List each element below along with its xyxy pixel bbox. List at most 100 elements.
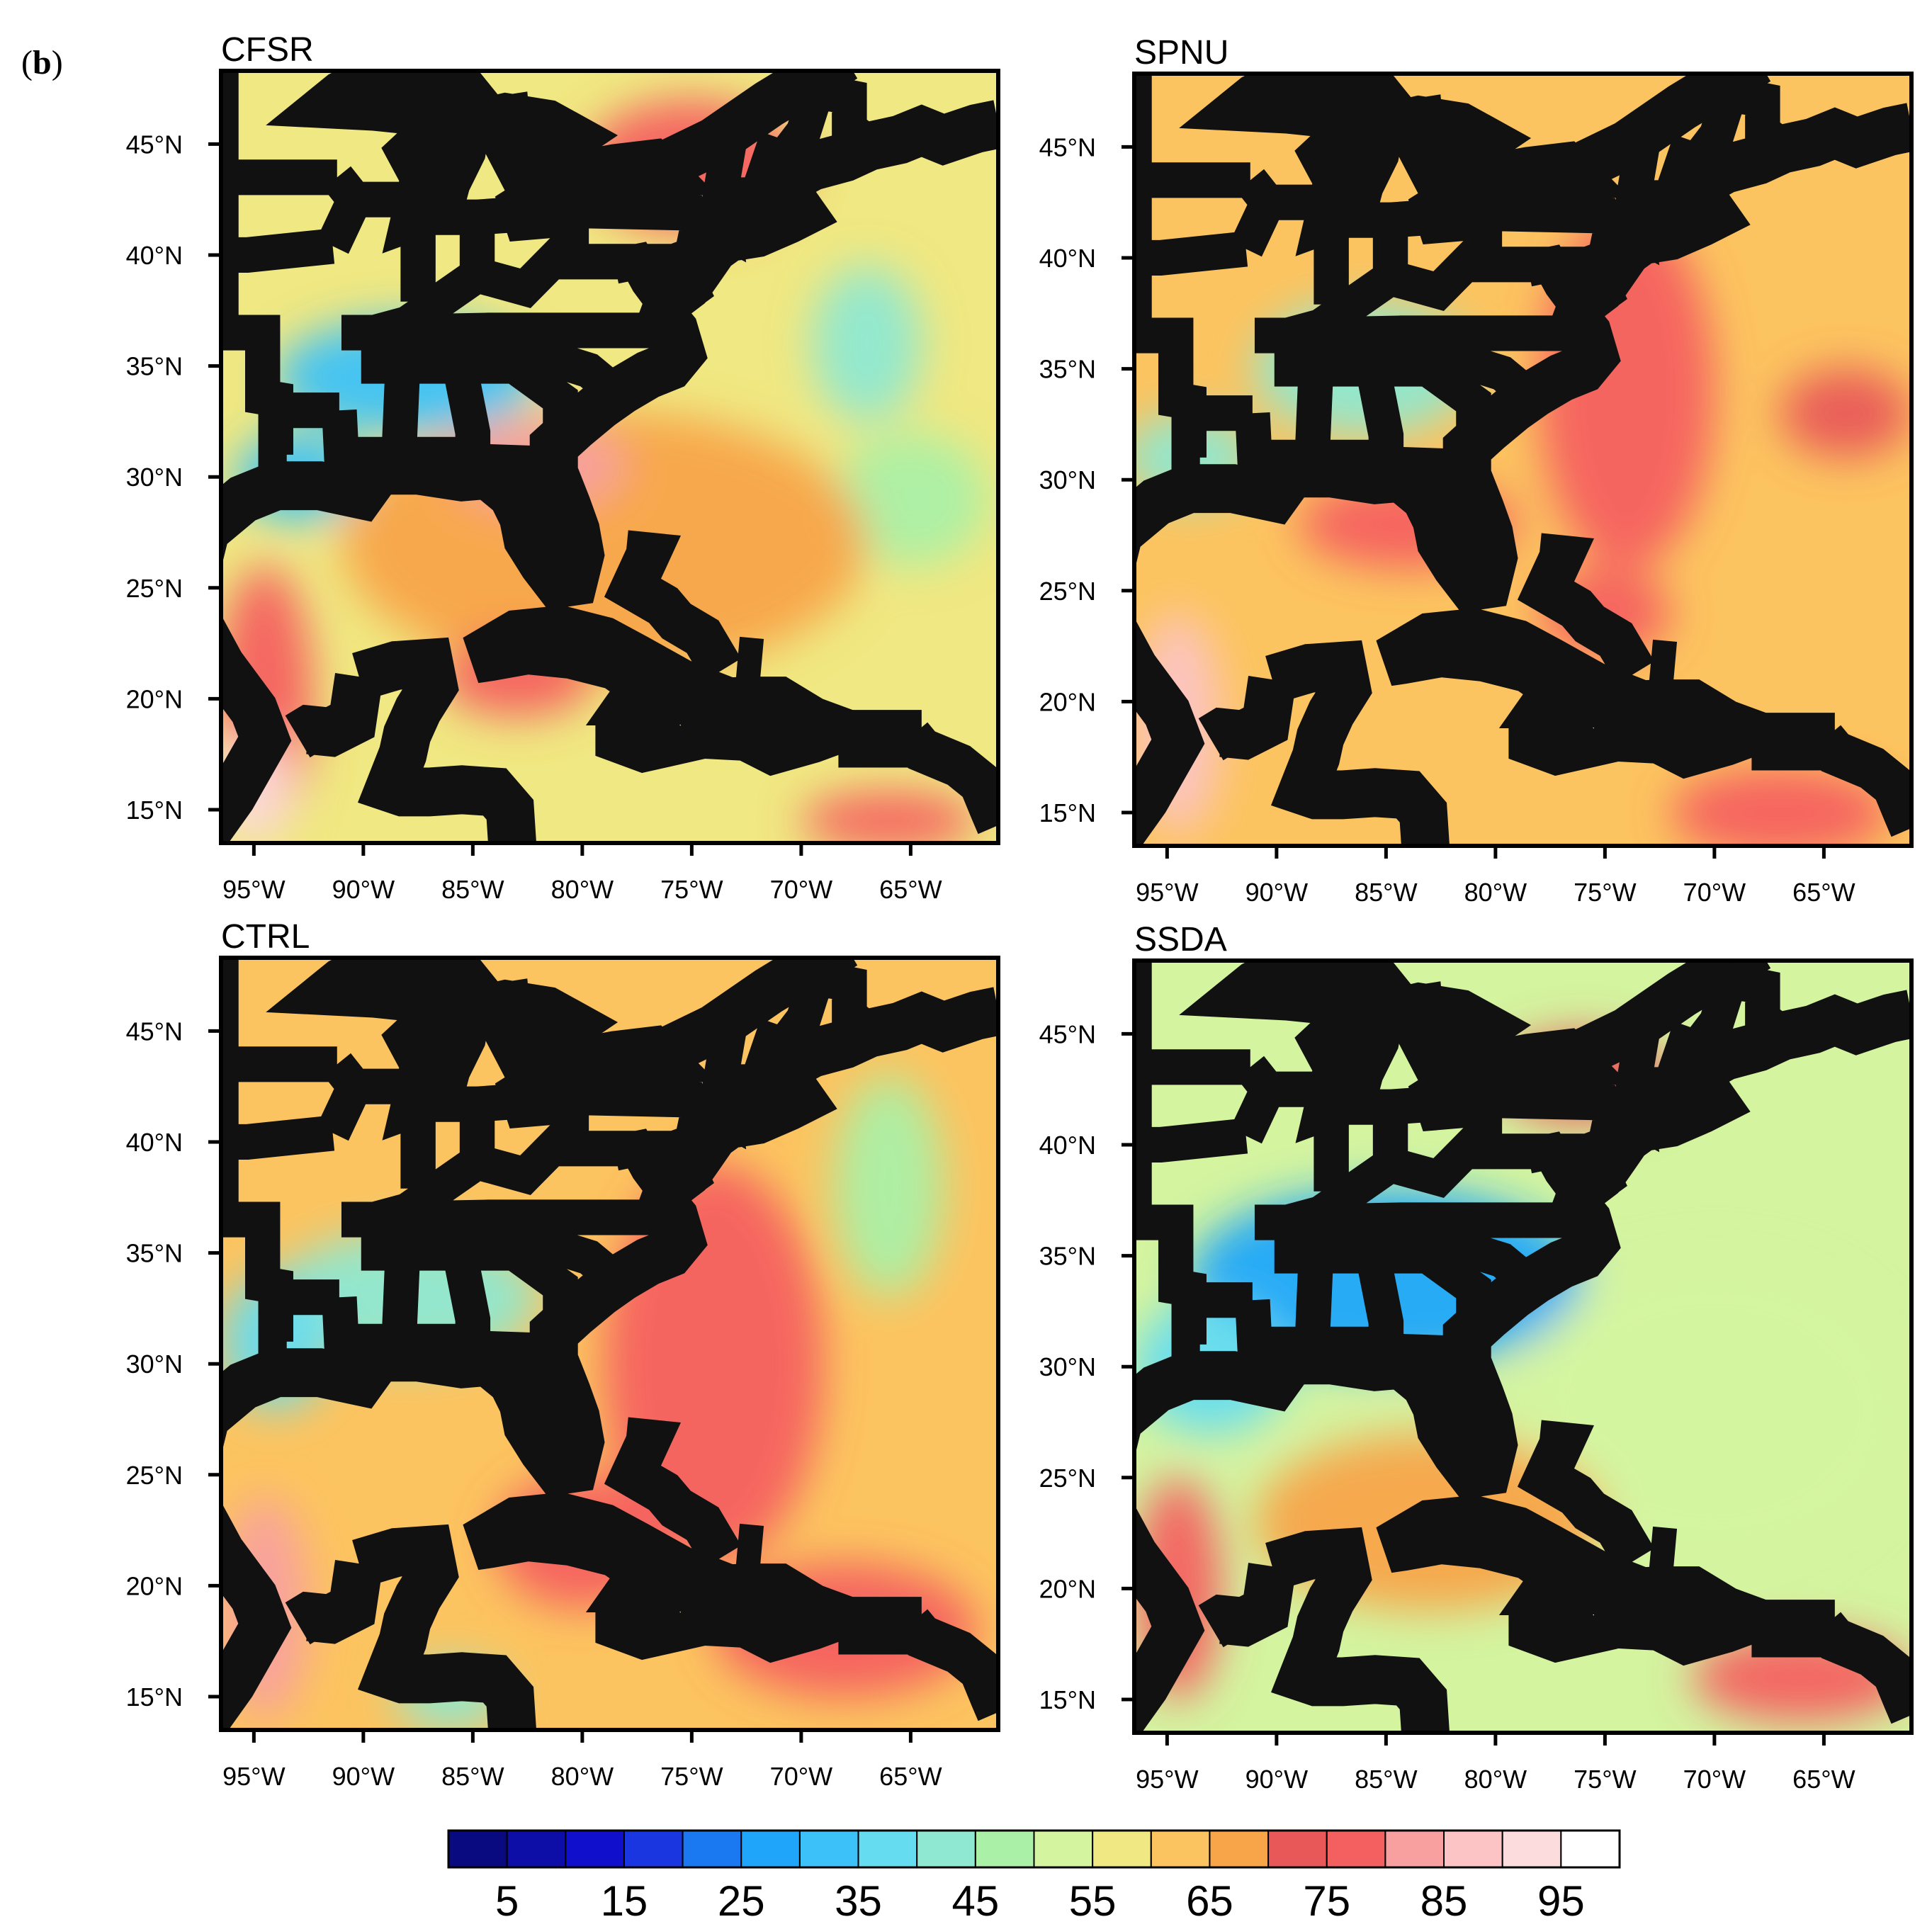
colorbar-swatch <box>1501 1830 1562 1868</box>
lon-tick-label: 65°W <box>1792 1765 1855 1794</box>
lat-tick-label: 35°N <box>1039 355 1096 384</box>
lon-tick-label: 75°W <box>660 1762 723 1791</box>
colorbar-swatch <box>1033 1830 1094 1868</box>
lat-tick-label: 30°N <box>126 463 183 492</box>
map-panels: CFSR 95°W 90°W 85°W 80°W 75°W 70°W 65°W 15°N 20°N… <box>126 31 1914 1794</box>
lon-tick-label: 90°W <box>1245 1765 1308 1794</box>
lat-tick-label: 20°N <box>1039 687 1096 716</box>
colorbar-swatch <box>857 1830 918 1868</box>
lat-tick-label: 30°N <box>1039 465 1096 494</box>
colorbar-swatch <box>1150 1830 1211 1868</box>
lon-tick-label: 90°W <box>332 1762 395 1791</box>
lon-tick-label: 75°W <box>1574 1765 1636 1794</box>
colorbar-swatch <box>916 1830 976 1868</box>
colorbar-swatch <box>1560 1830 1621 1868</box>
colorbar-label: 25 <box>718 1877 765 1925</box>
lat-tick-label: 15°N <box>1039 798 1096 827</box>
map-panel-ctrl: CTRL 95°W 90°W 85°W 80°W 75°W 70°W 65°W 15°N 20°N… <box>126 918 1000 1791</box>
panel-title: CFSR <box>221 31 314 69</box>
field-blob <box>812 266 922 422</box>
lon-tick-label: 70°W <box>770 1762 832 1791</box>
colorbar-swatch <box>798 1830 859 1868</box>
lat-tick-label: 30°N <box>126 1350 183 1379</box>
lon-tick-label: 70°W <box>1683 1765 1746 1794</box>
colorbar-label: 15 <box>601 1877 648 1925</box>
field-blob <box>834 432 988 566</box>
lon-tick-label: 75°W <box>660 875 723 904</box>
field-ssda <box>1134 961 1911 1733</box>
panel-label-close-paren: ) <box>52 44 63 81</box>
lon-tick-label: 65°W <box>1792 878 1855 907</box>
lon-tick-label: 65°W <box>879 875 942 904</box>
colorbar-swatch <box>1326 1830 1386 1868</box>
lat-tick-label: 15°N <box>126 1682 183 1712</box>
panel-label-letter: b <box>33 44 52 81</box>
lon-tick-label: 85°W <box>1355 878 1417 907</box>
field-spnu <box>1134 74 1911 846</box>
map-frame <box>1132 72 1914 848</box>
colorbar-swatch <box>448 1830 508 1868</box>
svg-text:(b): (b) <box>21 44 63 81</box>
lon-tick-label: 80°W <box>1464 1765 1527 1794</box>
lon-tick-label: 80°W <box>1464 878 1527 907</box>
lon-tick-label: 95°W <box>1136 1765 1198 1794</box>
field-blob <box>1780 368 1911 458</box>
colorbar-swatch <box>740 1830 801 1868</box>
lat-tick-label: 25°N <box>126 1461 183 1490</box>
lat-tick-label: 45°N <box>126 1017 183 1046</box>
lon-tick-label: 70°W <box>1683 878 1746 907</box>
colorbar-swatch <box>682 1830 742 1868</box>
lat-tick-label: 30°N <box>1039 1352 1096 1381</box>
map-frame <box>219 956 1000 1732</box>
field-blob <box>1671 768 1890 846</box>
colorbar-swatch <box>1443 1830 1503 1868</box>
lat-tick-label: 20°N <box>126 684 183 713</box>
lat-tick-label: 40°N <box>1039 244 1096 273</box>
colorbar-swatch <box>506 1830 567 1868</box>
lat-tick-label: 35°N <box>126 1239 183 1268</box>
colorbar-frame <box>447 1829 1621 1869</box>
lon-tick-label: 80°W <box>551 1762 614 1791</box>
lon-tick-label: 75°W <box>1574 878 1636 907</box>
lon-tick-label: 90°W <box>1245 878 1308 907</box>
lat-tick-label: 45°N <box>126 130 183 159</box>
colorbar-swatch <box>1267 1830 1328 1868</box>
map-panel-cfsr: CFSR 95°W 90°W 85°W 80°W 75°W 70°W 65°W 15°N 20°N… <box>126 31 1000 904</box>
colorbar-label: 85 <box>1420 1877 1468 1925</box>
lon-tick-label: 95°W <box>1136 878 1198 907</box>
panel-title: SPNU <box>1134 34 1228 72</box>
panel-label-open-paren: ( <box>21 44 33 81</box>
lat-tick-label: 40°N <box>1039 1131 1096 1160</box>
map-panel-spnu: SPNU 95°W 90°W 85°W 80°W 75°W 70°W 65°W 15°N 20°N… <box>1039 34 1914 907</box>
colorbar-swatch <box>623 1830 684 1868</box>
field-cfsr <box>221 71 998 843</box>
lon-tick-label: 85°W <box>441 1762 504 1791</box>
map-panel-ssda: SSDA 95°W 90°W 85°W 80°W 75°W 70°W 65°W 15°N 20°N… <box>1039 921 1914 1794</box>
lon-tick-label: 70°W <box>770 875 832 904</box>
colorbar-label: 75 <box>1303 1877 1350 1925</box>
lat-tick-label: 20°N <box>1039 1574 1096 1603</box>
field-blob <box>834 1075 944 1298</box>
lat-tick-label: 15°N <box>1039 1685 1096 1714</box>
panel-label: (b) <box>21 44 63 81</box>
map-frame <box>1132 958 1914 1735</box>
lon-tick-label: 85°W <box>441 875 504 904</box>
colorbar-label: 5 <box>495 1877 519 1925</box>
lat-tick-label: 40°N <box>126 241 183 270</box>
lon-tick-label: 65°W <box>879 1762 942 1791</box>
map-frame <box>219 69 1000 845</box>
field-ctrl <box>221 958 998 1730</box>
field-blob <box>801 791 977 843</box>
lon-tick-label: 95°W <box>222 1762 285 1791</box>
lon-tick-label: 90°W <box>332 875 395 904</box>
field-blob <box>1517 1255 1911 1567</box>
lat-tick-label: 35°N <box>1039 1242 1096 1271</box>
lat-tick-label: 45°N <box>1039 1019 1096 1048</box>
colorbar-label: 55 <box>1069 1877 1117 1925</box>
lat-tick-label: 35°N <box>126 352 183 381</box>
lon-tick-label: 80°W <box>551 875 614 904</box>
lon-tick-label: 95°W <box>222 875 285 904</box>
lon-tick-label: 85°W <box>1355 1765 1417 1794</box>
lat-tick-label: 15°N <box>126 796 183 825</box>
